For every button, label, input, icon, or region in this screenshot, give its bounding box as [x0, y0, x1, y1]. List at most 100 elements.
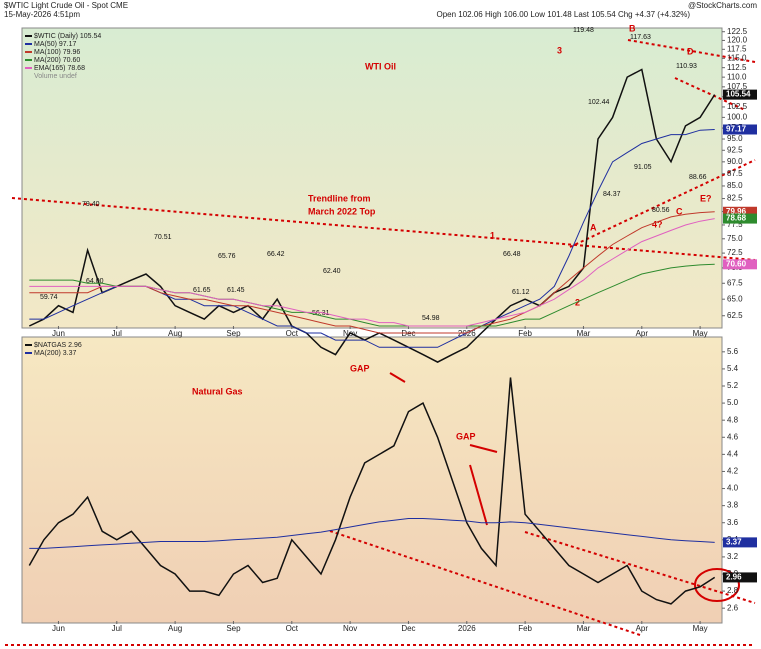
- legend-label: EMA(165) 78.68: [34, 65, 85, 72]
- y-tick-label: 65.0: [727, 294, 743, 303]
- y-tick-label: 100.0: [727, 112, 748, 121]
- price-label: 66.48: [503, 251, 521, 258]
- price-label: 80.56: [652, 207, 670, 214]
- x-tick-label: Sep: [226, 624, 241, 633]
- y-tick-label: 3.8: [727, 501, 739, 510]
- y-tick-label: 92.5: [727, 145, 743, 154]
- y-tick-label: 5.4: [727, 364, 739, 373]
- x-tick-label: Mar: [577, 329, 591, 338]
- x-tick-label: Mar: [577, 624, 591, 633]
- x-tick-label: Apr: [636, 329, 649, 338]
- last-value-label: 105.54: [726, 90, 751, 99]
- price-label: 61.45: [227, 287, 245, 294]
- y-tick-label: 122.5: [727, 27, 748, 36]
- y-tick-label: 85.0: [727, 181, 743, 190]
- last-value-box: [723, 124, 757, 135]
- price-line: [28, 68, 716, 363]
- y-tick-label: 117.5: [727, 44, 747, 53]
- y-tick-label: 4.2: [727, 467, 739, 476]
- price-label: 88.66: [689, 174, 707, 181]
- ma-line: [29, 518, 715, 549]
- annotation: 4?: [652, 219, 663, 229]
- y-tick-label: 2.6: [727, 603, 739, 612]
- legend-label: $WTIC (Daily) 105.54: [34, 33, 101, 40]
- annotation: March 2022 Top: [308, 206, 376, 216]
- x-tick-label: Dec: [401, 329, 415, 338]
- price-label: 61.65: [193, 287, 211, 294]
- trendlines: [5, 39, 756, 646]
- x-tick-label: Jun: [52, 329, 65, 338]
- y-tick-label: 75.0: [727, 234, 743, 243]
- legend-label: Volume undef: [34, 73, 77, 80]
- y-tick-label: 67.5: [727, 278, 743, 287]
- price-label: 65.76: [218, 253, 236, 260]
- y-tick-label: 3.2: [727, 552, 739, 561]
- ma-line: [29, 218, 715, 327]
- y-tick-label: 4.0: [727, 484, 739, 493]
- x-tick-label: Aug: [168, 329, 182, 338]
- annotation: Natural Gas: [192, 386, 243, 396]
- price-label: 54.98: [422, 315, 440, 322]
- y-tick-label: 82.5: [727, 194, 743, 203]
- y-tick-label: 2.8: [727, 586, 739, 595]
- x-tick-label: Feb: [518, 624, 532, 633]
- x-tick-label: Jul: [112, 329, 122, 338]
- price-label: 64.00: [86, 278, 104, 285]
- annotations: WTI Oil Trendline from March 2022 Top 1 …: [40, 23, 712, 441]
- last-value-box: [723, 259, 757, 270]
- price-label: 79.40: [82, 201, 100, 208]
- x-tick-label: Jun: [52, 624, 65, 633]
- x-tick-label: May: [693, 329, 708, 338]
- y-tick-label: 4.6: [727, 432, 739, 441]
- price-label: 84.37: [603, 191, 621, 198]
- x-tick-label: Aug: [168, 624, 182, 633]
- last-value-box: [723, 572, 757, 583]
- price-label: 59.74: [40, 294, 58, 301]
- x-tick-label: Oct: [286, 329, 299, 338]
- annotation: 3: [557, 45, 562, 55]
- y-tick-label: 87.5: [727, 169, 743, 178]
- y-tick-label: 102.5: [727, 102, 748, 111]
- annotation: C: [676, 206, 683, 216]
- y-tick-label: 90.0: [727, 157, 743, 166]
- y-tick-label: 120.0: [727, 36, 748, 45]
- x-tick-label: Apr: [636, 624, 649, 633]
- y-tick-label: 5.2: [727, 381, 739, 390]
- annotation: WTI Oil: [365, 61, 396, 71]
- x-tick-label: May: [693, 624, 708, 633]
- price-label: 110.93: [676, 63, 697, 70]
- x-tick-label: Oct: [286, 624, 299, 633]
- x-tick-label: Sep: [226, 329, 241, 338]
- y-tick-label: 115.0: [727, 53, 747, 62]
- y-tick-label: 107.5: [727, 82, 748, 91]
- price-label: 61.12: [512, 289, 530, 296]
- price-label: 66.42: [267, 251, 285, 258]
- x-tick-label: 2026: [458, 329, 476, 338]
- x-tick-label: 2026: [458, 624, 476, 633]
- legend-label: MA(50) 97.17: [34, 41, 77, 48]
- oil-panel: [21, 27, 723, 329]
- y-tick-label: 110.0: [727, 72, 747, 81]
- quote: Open 102.06 High 106.00 Low 101.48 Last …: [436, 10, 690, 19]
- x-tick-label: Jul: [112, 624, 122, 633]
- price-label: 91.05: [634, 164, 652, 171]
- y-tick-label: 5.6: [727, 347, 739, 356]
- last-value-box: [723, 537, 757, 548]
- legend-label: MA(200) 70.60: [34, 57, 80, 64]
- x-tick-label: Dec: [401, 624, 415, 633]
- price-label: 56.31: [312, 310, 330, 317]
- legend-label: $NATGAS 2.96: [34, 342, 82, 349]
- y-tick-label: 3.6: [727, 518, 739, 527]
- last-value-label: 2.96: [726, 573, 742, 582]
- last-value-label: 79.96: [726, 207, 747, 216]
- legend-label: MA(100) 79.96: [34, 49, 80, 56]
- price-label: 119.48: [573, 27, 594, 34]
- y-tick-label: 112.5: [727, 63, 747, 72]
- price-label: 70.51: [154, 234, 172, 241]
- annotation: Trendline from: [308, 193, 371, 203]
- last-value-label: 78.68: [726, 214, 747, 223]
- annotation: GAP: [350, 363, 370, 373]
- source: @StockCharts.com: [688, 1, 757, 10]
- annotation: E?: [700, 193, 712, 203]
